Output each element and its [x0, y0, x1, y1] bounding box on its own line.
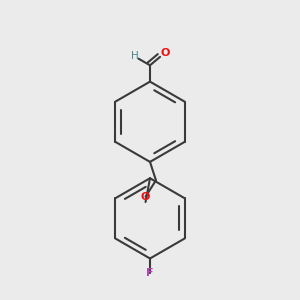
Text: O: O — [160, 48, 170, 58]
Text: H: H — [131, 51, 138, 62]
Text: F: F — [146, 268, 154, 278]
Text: O: O — [141, 192, 150, 202]
